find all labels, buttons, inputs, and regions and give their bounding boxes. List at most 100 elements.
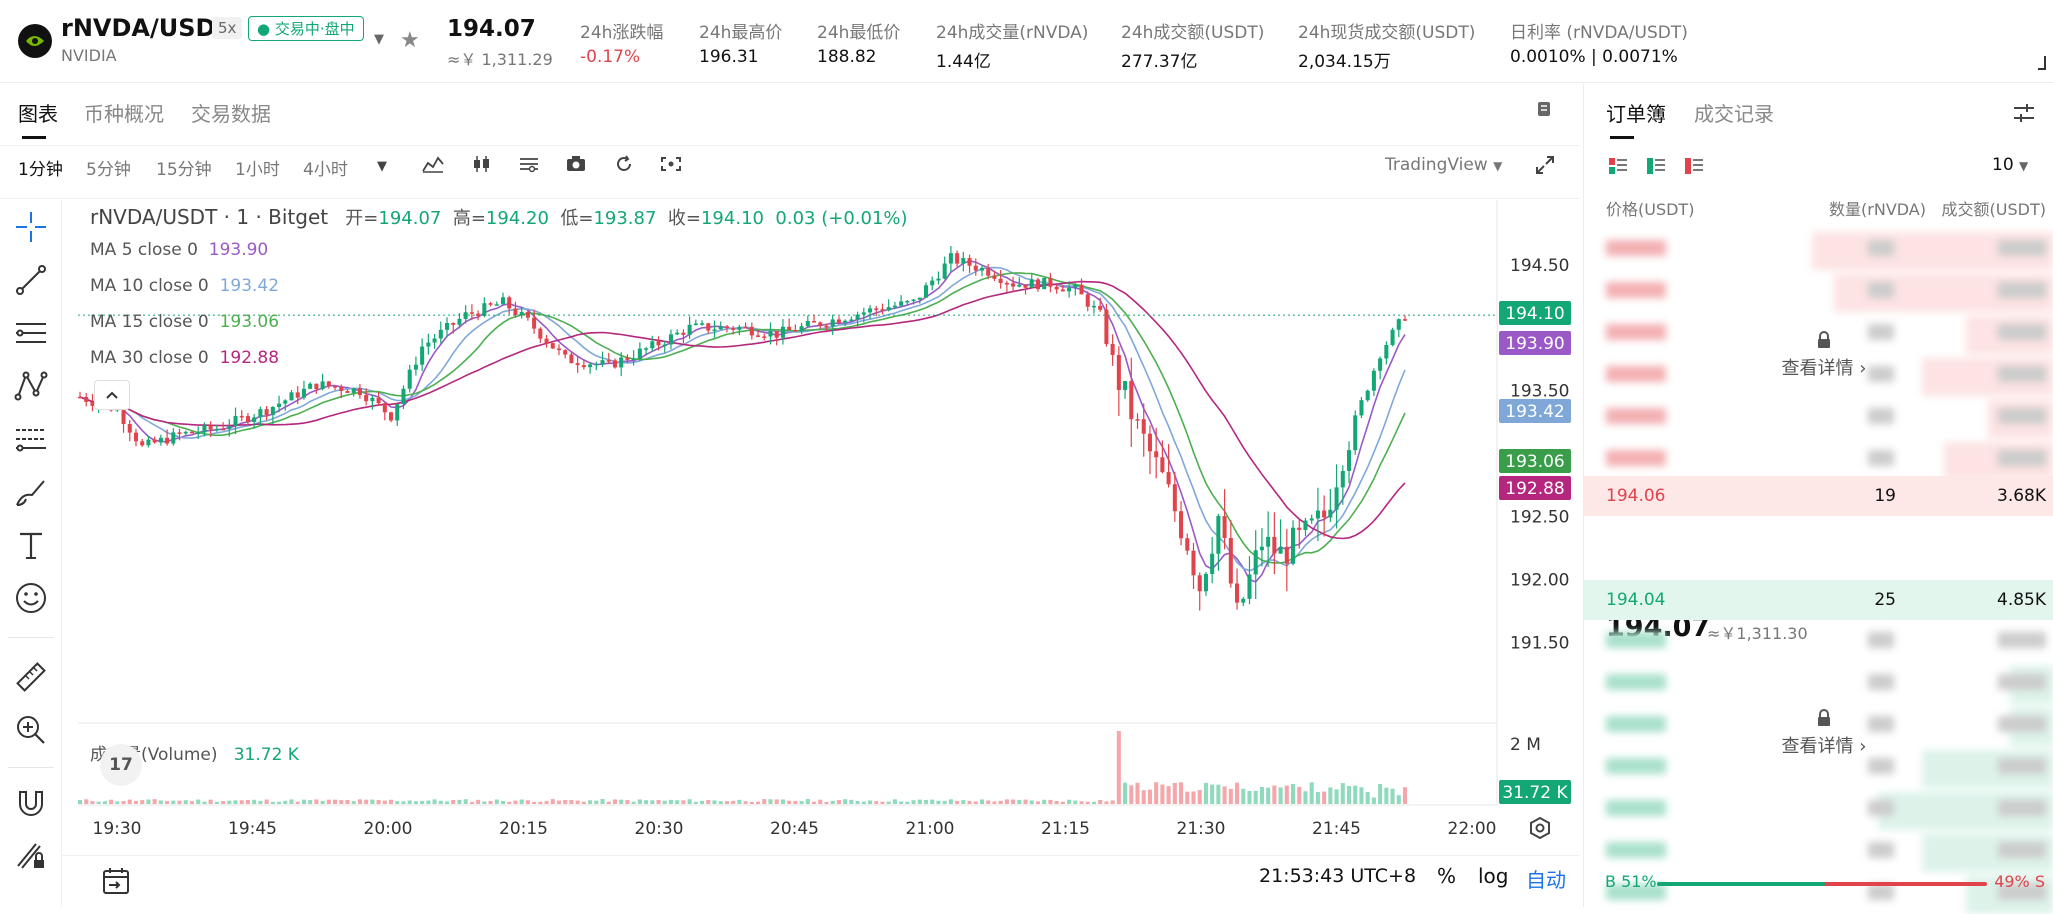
candle-body [208,425,213,430]
refresh-icon[interactable] [614,155,634,178]
sell-ratio: 49% S [1994,872,2045,891]
candle-body [805,321,810,327]
fib-tool-icon[interactable] [14,422,48,456]
ma-value: 193.06 [219,312,280,332]
more-timeframes-chevron-icon[interactable]: ▼ [377,159,387,174]
volume-bar [357,799,362,804]
volume-bar [731,800,736,804]
text-tool-icon[interactable] [14,528,48,562]
volume-bar [158,800,163,804]
tradingview-selector[interactable]: TradingView ▼ [1385,155,1503,175]
orderbook-settings-icon[interactable] [2012,102,2036,128]
timeframe-15m[interactable]: 15分钟 [156,160,212,180]
best-ask-row[interactable]: 194.06 19 3.68K [1584,476,2053,516]
ask-amount [1998,240,2046,256]
timeframe-5m[interactable]: 5分钟 [86,160,131,180]
crosshair-fullscreen-icon[interactable] [659,155,683,178]
timeframe-4h[interactable]: 4小时 [303,160,348,180]
volume-bar [1123,782,1128,804]
tradingview-logo-icon[interactable]: 17 [100,744,142,786]
crosshair-tool-icon[interactable] [14,210,48,244]
tab-chart[interactable]: 图表 [18,98,58,139]
candle-body [849,319,854,321]
candle-body [494,304,499,306]
stat-label: 24h最低价 [817,23,901,43]
bid-qty [1868,632,1894,648]
brush-tool-icon[interactable] [14,475,48,509]
pattern-tool-icon[interactable] [14,369,48,403]
ask-qty [1868,240,1894,256]
candle-body [77,396,83,399]
volume-bar [127,799,132,804]
log-scale-toggle[interactable]: log [1478,864,1509,888]
ruler-tool-icon[interactable] [14,660,48,694]
goto-date-icon[interactable] [100,865,134,899]
timeframe-1m[interactable]: 1分钟 [18,160,63,180]
volume-bar [370,799,375,804]
best-bid-row[interactable]: 194.04 25 4.85K [1584,580,2053,620]
candle-body [426,342,431,347]
legend-high-label: 高= [452,208,486,229]
candle-body [1017,284,1022,287]
volume-bar [1402,787,1408,804]
volume-bar [1110,800,1115,804]
volume-bar [1253,790,1258,804]
tab-trading-data[interactable]: 交易数据 [191,102,271,126]
volume-bar [227,800,232,804]
horizontal-lines-tool-icon[interactable] [14,316,48,350]
candle-body [270,406,275,416]
volume-bar [569,799,574,804]
volume-bar [1141,790,1146,804]
volume-bar [799,801,804,804]
candle-type-icon[interactable] [471,155,493,178]
stat-4: 24h成交额(USDT) 277.37亿 [1121,18,1264,72]
nvidia-logo-icon [18,24,52,58]
chart-settings-icon[interactable] [519,155,539,178]
zoom-in-icon[interactable] [14,713,48,747]
view-bids-icon[interactable] [1646,157,1666,179]
depth-selector[interactable]: 10 ▼ [1992,155,2029,175]
percent-scale-toggle[interactable]: % [1437,864,1457,888]
chart-settings-gear-icon[interactable] [1528,816,1552,844]
trend-line-tool-icon[interactable] [14,263,48,297]
best-bid-price: 194.04 [1606,590,1666,610]
view-asks-icon[interactable] [1684,157,1704,179]
view-both-icon[interactable] [1608,157,1628,179]
magnet-icon[interactable] [14,786,48,820]
candle-body [619,357,624,368]
resize-corner-icon[interactable] [2038,56,2046,70]
symbol-dropdown-icon[interactable]: ▼ [374,32,384,47]
ma-label: MA 15 close 0 [90,312,209,332]
candle-body [1235,583,1240,603]
tab-overview[interactable]: 币种概况 [84,102,164,126]
view-details-bids[interactable]: 查看详情 › [1734,709,1914,758]
auto-scale-toggle[interactable]: 自动 [1526,868,1566,892]
collapse-legend-button[interactable] [94,380,130,410]
timeframe-1h[interactable]: 1小时 [235,160,280,180]
stat-0: 24h涨跌幅 -0.17% [580,18,663,67]
expand-icon[interactable] [1535,155,1555,180]
ask-price [1606,282,1666,298]
tab-orderbook[interactable]: 订单簿 [1606,98,1666,139]
notes-icon[interactable] [1535,100,1553,123]
emoji-tool-icon[interactable] [14,581,48,615]
symbol-title[interactable]: rNVDA/USDT [61,14,232,42]
indicators-icon[interactable] [422,155,444,178]
tab-trades[interactable]: 成交记录 [1694,102,1774,126]
camera-icon[interactable] [566,155,586,178]
volume-bar [581,801,586,804]
best-ask-amount: 3.68K [1997,486,2046,506]
candle-body [451,323,456,325]
header-qty: 数量(rNVDA) [1829,200,1926,219]
candle-body [986,267,991,276]
lock-drawings-icon[interactable] [14,838,48,872]
view-details-asks[interactable]: 查看详情 › [1734,331,1914,380]
favorite-star-icon[interactable]: ★ [400,28,420,53]
volume-bar [345,799,350,804]
volume-bar [1259,786,1264,804]
candle-body [948,253,953,264]
bid-amount [1998,632,2046,648]
volume-bar [718,801,723,804]
stat-label: 24h成交额(USDT) [1121,23,1265,43]
